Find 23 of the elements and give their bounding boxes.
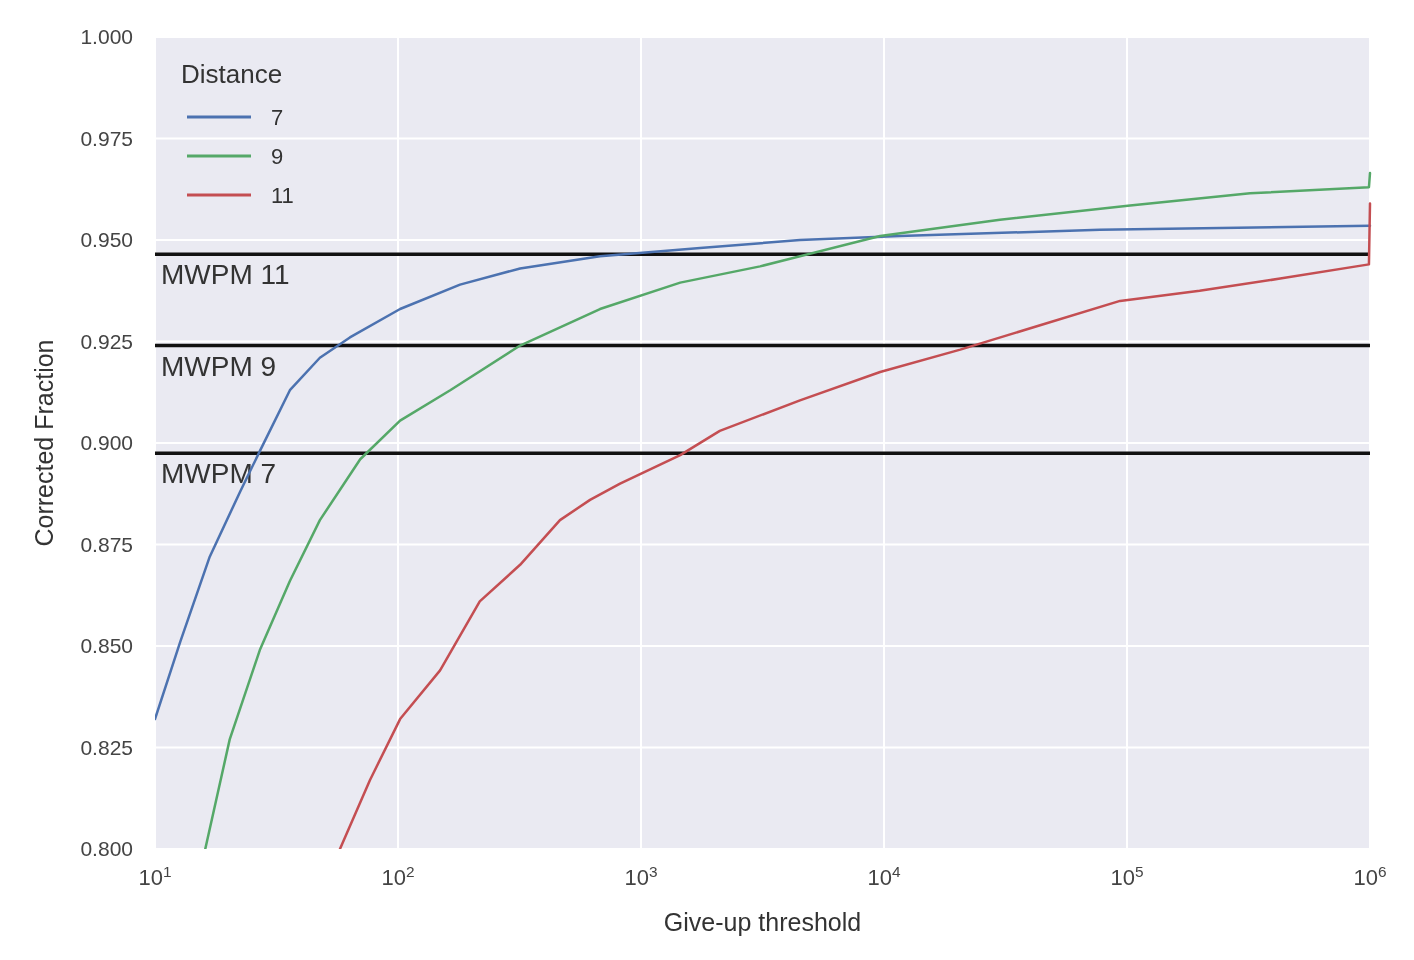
legend-label: 11: [271, 183, 294, 208]
y-tick-label: 0.875: [80, 532, 133, 556]
y-tick-label: 0.800: [80, 837, 133, 860]
y-tick-label: 1.000: [80, 25, 133, 48]
x-tick-label: 10$^{3}$: [624, 862, 658, 890]
x-tick-label: 10$^{6}$: [1353, 862, 1387, 890]
x-axis-title: Give-up threshold: [663, 908, 862, 936]
y-tick-label: 0.825: [80, 735, 133, 759]
ref-line-label: MWPM 11: [161, 259, 290, 291]
y-tick-label: 0.850: [80, 634, 133, 657]
y-tick-label: 0.925: [80, 329, 133, 353]
y-tick-label: 0.975: [80, 126, 133, 150]
x-tick-label: 10$^{4}$: [867, 862, 901, 890]
y-tick-label: 0.950: [80, 228, 133, 251]
y-axis-title: Corrected Fraction: [30, 339, 58, 547]
x-tick-label: 10$^{1}$: [138, 862, 172, 890]
ref-line-label: MWPM 9: [161, 350, 277, 382]
legend-label: 9: [271, 144, 284, 169]
legend-label: 7: [271, 105, 284, 130]
legend-title: Distance: [181, 59, 283, 89]
x-tick-label: 10$^{5}$: [1110, 862, 1144, 890]
x-tick-label: 10$^{2}$: [381, 862, 415, 890]
y-tick-label: 0.900: [80, 431, 133, 454]
